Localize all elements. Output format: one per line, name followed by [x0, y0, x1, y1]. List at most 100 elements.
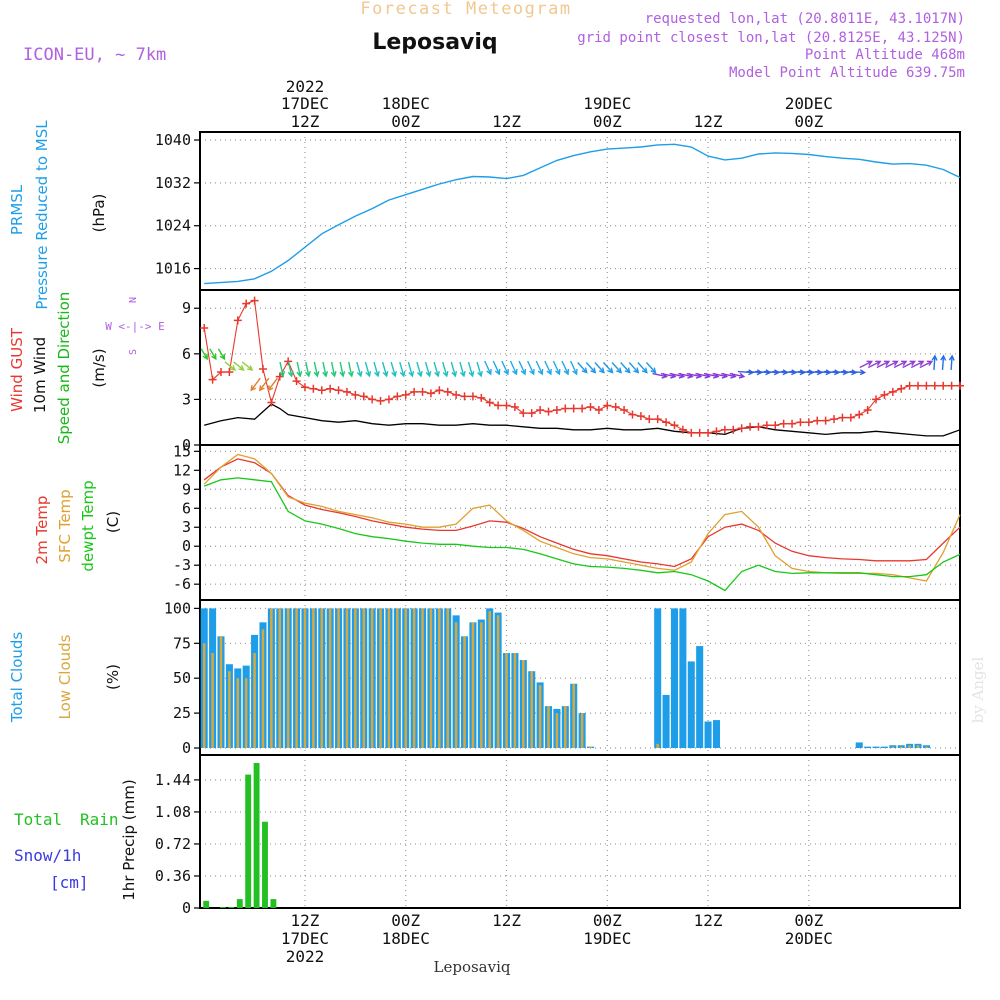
wind-arrow — [902, 360, 916, 369]
gust-marker — [636, 412, 645, 421]
wind-arrow — [390, 361, 397, 378]
gust-marker — [519, 409, 528, 418]
gust-marker — [611, 403, 620, 412]
wind-arrow — [544, 360, 552, 376]
total-clouds-bar — [687, 661, 695, 749]
wind-arrow — [233, 361, 245, 371]
gust-marker — [821, 416, 830, 425]
wind-arrow — [258, 377, 270, 392]
clouds-panel-labels: Total Clouds Low Clouds (%) — [8, 632, 122, 724]
gust-marker — [326, 384, 335, 393]
wind-arrow — [569, 360, 578, 376]
wind-direction-label: Speed and Direction — [55, 292, 73, 445]
wind-arrow — [561, 360, 570, 376]
gust-marker — [368, 395, 377, 404]
low-clouds-bar — [480, 622, 483, 749]
wind-arrow — [373, 361, 380, 378]
wind-arrow — [381, 361, 389, 378]
wind-arrow — [931, 354, 938, 370]
wind-arrow — [364, 361, 372, 378]
low-clouds-bar — [396, 608, 399, 749]
top-hour-label: 12Z — [694, 112, 723, 131]
wind-arrow — [241, 361, 254, 371]
wind-arrow — [611, 362, 623, 374]
grid-point-coords: grid point closest lon,lat (20.8125E, 43… — [577, 30, 965, 46]
low-clouds-bar — [370, 608, 374, 749]
gust-marker — [746, 422, 755, 431]
gust-marker — [880, 390, 889, 399]
temp-sfc-line — [203, 453, 961, 582]
low-clouds-bar — [538, 685, 542, 749]
compass-s-label: S — [128, 349, 139, 355]
prmsl-desc-label: Pressure Reduced to MSL — [33, 120, 51, 310]
bottom-hour-label: 12Z — [694, 911, 723, 930]
total-clouds-bar — [872, 746, 880, 749]
pressure-ytick-label: 1032 — [155, 174, 191, 192]
rain-label-rain: Rain — [80, 810, 119, 829]
gust-marker — [830, 415, 839, 424]
wind-arrow — [424, 361, 432, 378]
wind-arrow — [450, 361, 458, 378]
wind-arrow — [585, 362, 597, 374]
gust-marker — [947, 381, 956, 390]
rain-bar — [203, 900, 210, 908]
low-clouds-bar — [463, 636, 466, 749]
low-clouds-bar — [572, 683, 575, 749]
wind-arrow — [250, 377, 261, 392]
gust-marker — [586, 403, 595, 412]
wind-ytick-label: 0 — [182, 436, 191, 454]
rain-bar — [262, 821, 268, 908]
gust-marker — [804, 418, 813, 427]
watermark: by Angel — [969, 656, 987, 723]
precipitation-frame — [199, 754, 961, 909]
gust-marker — [687, 428, 696, 437]
gust-marker — [351, 390, 360, 399]
gust-marker — [670, 421, 679, 430]
gust-marker — [418, 387, 427, 396]
gust-marker — [225, 368, 234, 377]
low-clouds-bar — [555, 713, 559, 749]
total-clouds-bar — [712, 720, 720, 749]
gust-marker — [813, 416, 822, 425]
wind-arrow — [356, 361, 363, 378]
temp-2m-line — [203, 458, 961, 568]
low-clouds-bar — [236, 678, 240, 749]
low-clouds-bar — [270, 608, 273, 749]
total-clouds-bar — [679, 608, 687, 749]
gust-marker — [653, 415, 662, 424]
low-clouds-bar — [404, 608, 408, 749]
wind-10m-label: 10m Wind — [31, 337, 49, 413]
bottom-hour-label: 00Z — [391, 911, 420, 930]
gust-marker — [242, 299, 251, 308]
precipitation-ytick-label: 1.44 — [155, 771, 191, 789]
wind-arrow — [209, 348, 217, 361]
wind-ytick-label: 3 — [182, 390, 191, 408]
gust-marker — [561, 404, 570, 413]
low-clouds-bar — [354, 608, 357, 749]
temp-dew-line — [203, 477, 961, 592]
low-clouds-bar — [547, 706, 550, 749]
wind-arrow — [940, 354, 947, 370]
wind-arrow — [279, 361, 286, 378]
low-clouds-bar — [244, 678, 248, 749]
wind-speed-line — [204, 403, 961, 437]
top-date-label: 20DEC — [785, 94, 833, 113]
bottom-station-label: Leposaviq — [434, 958, 511, 976]
clouds-ytick-label: 25 — [173, 704, 191, 722]
gust-marker — [342, 387, 351, 396]
temp-2m-label: 2m Temp — [33, 496, 51, 565]
low-clouds-bar — [303, 608, 307, 749]
gust-marker — [594, 406, 603, 415]
wind-direction-arrows — [200, 348, 955, 392]
wind-arrow — [304, 361, 311, 378]
pressure-ytick-label: 1040 — [155, 131, 191, 149]
wind-arrow — [467, 361, 475, 378]
gust-marker — [552, 406, 561, 415]
low-clouds-bar — [286, 608, 290, 749]
clouds-ytick-label: 50 — [173, 669, 191, 687]
wind-arrow — [859, 360, 874, 369]
wind-arrow — [876, 360, 891, 369]
wind-arrow — [919, 360, 934, 369]
top-hour-label: 00Z — [391, 112, 420, 131]
bottom-hour-label: 12Z — [492, 911, 521, 930]
